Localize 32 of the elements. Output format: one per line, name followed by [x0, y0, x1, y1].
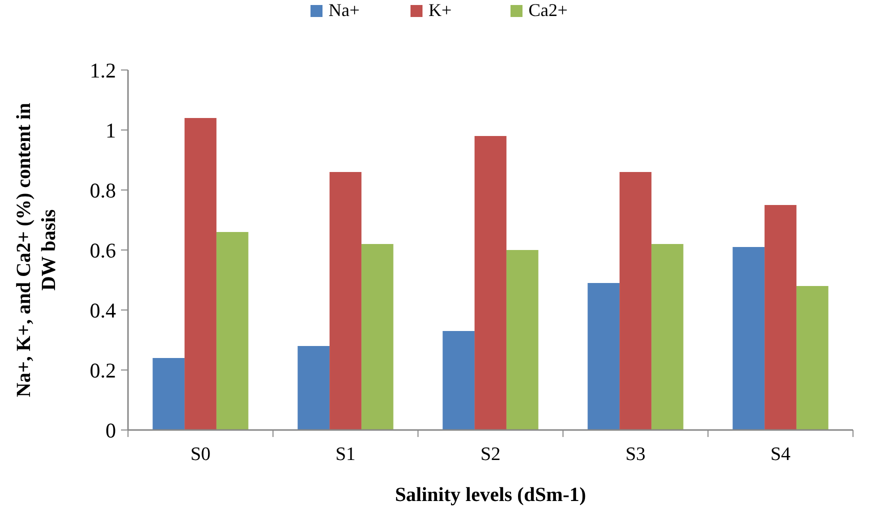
bar [764, 205, 796, 430]
bar [588, 283, 620, 430]
bar [298, 346, 330, 430]
y-tick-label: 0.2 [90, 358, 116, 382]
bar [732, 247, 765, 430]
y-tick-label: 0.8 [90, 178, 116, 202]
bar [651, 244, 684, 430]
bar [152, 358, 185, 430]
y-tick-label: 0 [106, 418, 116, 442]
bar [474, 136, 506, 430]
x-tick-label: S1 [335, 444, 356, 465]
bar [442, 331, 475, 430]
y-tick-label: 1 [106, 118, 116, 142]
bar [620, 172, 652, 430]
x-tick-label: S0 [190, 444, 211, 465]
bar [361, 244, 394, 430]
legend-label: Na+ [328, 0, 360, 20]
y-axis-title: Na+, K+, and Ca2+ (%) content in DW basis [13, 102, 60, 398]
x-axis-title: Salinity levels (dSm-1) [394, 484, 586, 506]
bar [184, 118, 216, 430]
bar [796, 286, 828, 430]
y-tick-label: 0.4 [90, 298, 116, 322]
legend-label: K+ [428, 0, 452, 20]
legend-label: Ca2+ [528, 0, 568, 20]
x-tick-label: S2 [480, 444, 501, 465]
bar [330, 172, 362, 430]
bar [216, 232, 248, 430]
y-tick-label: 1.2 [90, 58, 116, 82]
x-tick-label: S4 [770, 444, 792, 465]
bar [506, 250, 538, 430]
y-tick-label: 0.6 [90, 238, 116, 262]
x-tick-label: S3 [625, 444, 646, 465]
